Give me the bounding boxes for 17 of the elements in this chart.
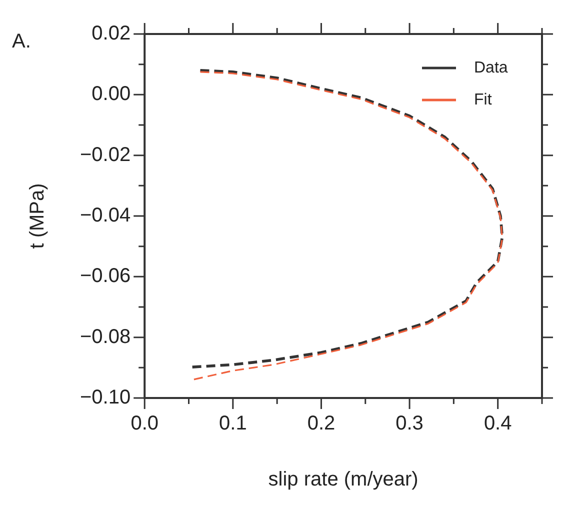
text: A. bbox=[12, 30, 31, 53]
x-tick-label: 0.4 bbox=[484, 412, 512, 435]
x-tick-label: 0.3 bbox=[396, 412, 424, 435]
x-tick-label: 0.1 bbox=[219, 412, 247, 435]
y-tick-label: −0.04 bbox=[80, 204, 131, 227]
y-tick-label: 0.00 bbox=[92, 83, 131, 106]
legend-label: Data bbox=[474, 59, 508, 76]
x-axis-title: slip rate (m/year) bbox=[268, 468, 418, 491]
y-tick-label: 0.02 bbox=[92, 22, 131, 45]
y-tick-label: −0.10 bbox=[80, 386, 131, 409]
y-tick-label: −0.06 bbox=[80, 265, 131, 288]
y-tick-label: −0.08 bbox=[80, 326, 131, 348]
legend-label: Fit bbox=[474, 91, 492, 108]
x-tick-label: 0.0 bbox=[130, 412, 159, 435]
y-axis-title: t (MPa) bbox=[26, 183, 49, 249]
x-tick-label: 0.2 bbox=[307, 412, 336, 435]
y-tick-label: −0.02 bbox=[80, 144, 131, 166]
